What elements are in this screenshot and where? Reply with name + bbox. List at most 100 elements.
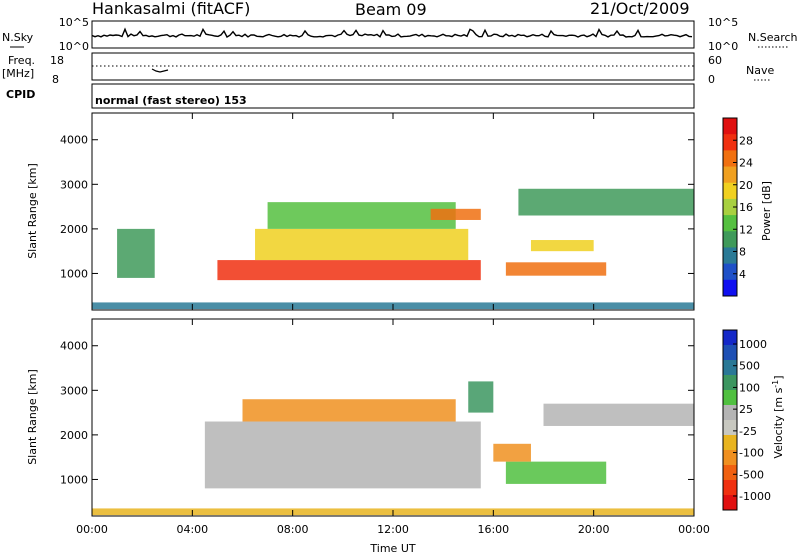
- data-region: [505, 461, 607, 484]
- colorbar-segment: [723, 279, 737, 297]
- y-tick-label: 2000: [60, 223, 88, 236]
- data-region: [204, 421, 481, 489]
- nsky-label: N.Sky: [2, 31, 34, 44]
- nave-bottom: 0: [708, 73, 715, 86]
- colorbar-tick-label: 4: [739, 268, 746, 281]
- data-region: [543, 403, 694, 426]
- colorbar-segment: [723, 263, 737, 281]
- nave-label: Nave: [746, 64, 774, 77]
- nsky-bottom: 10^0: [59, 40, 89, 53]
- power-colorbar-label: Power [dB]: [760, 181, 773, 241]
- colorbar-segment: [723, 215, 737, 232]
- data-region: [468, 381, 494, 413]
- velocity-x-axis: 00:00 04:00 08:00 12:00 16:00 20:00 00:00: [76, 319, 710, 536]
- colorbar-segment: [723, 375, 737, 391]
- freq-unit: [MHz]: [2, 67, 34, 80]
- power-data: [92, 188, 694, 310]
- colorbar-tick-label: 12: [739, 223, 753, 236]
- colorbar-frame: [722, 329, 738, 511]
- data-region: [217, 260, 481, 281]
- data-region: [505, 262, 607, 276]
- colorbar-segment: [723, 182, 737, 200]
- colorbar-tick-label: -500: [739, 468, 764, 481]
- colorbar-tick-label: 20: [739, 179, 753, 192]
- colorbar-tick-label: 28: [739, 134, 753, 147]
- data-region: [267, 202, 456, 229]
- colorbar-segment: [723, 166, 737, 184]
- power-x-ticks: [91, 113, 695, 310]
- x-tick-label: 00:00: [76, 523, 108, 536]
- data-region: [117, 228, 155, 278]
- colorbar-tick-label: 1000: [739, 338, 767, 351]
- y-tick-label: 4000: [60, 340, 88, 353]
- data-region: [255, 228, 469, 261]
- colorbar-tick-label: 8: [739, 246, 746, 259]
- x-tick-label: 00:00: [678, 523, 710, 536]
- x-tick-label: 12:00: [377, 523, 409, 536]
- cpid-label: CPID: [6, 88, 35, 101]
- colorbar-segment: [723, 150, 737, 168]
- y-tick-label: 1000: [60, 473, 88, 486]
- nsky-panel: [91, 20, 695, 49]
- colorbar-segment: [723, 134, 737, 151]
- data-region: [242, 399, 456, 422]
- nsearch-label: N.Search: [748, 31, 798, 44]
- colorbar-segment: [723, 495, 737, 511]
- y-tick-label: 2000: [60, 429, 88, 442]
- cpid-value: normal (fast stereo) 153: [95, 94, 247, 107]
- data-region: [493, 443, 531, 462]
- x-tick-label: 08:00: [277, 523, 309, 536]
- y-tick-label: 3000: [60, 384, 88, 397]
- colorbar-segment: [723, 450, 737, 466]
- radar-title: Hankasalmi (fitACF): [92, 0, 250, 18]
- colorbar-segment: [723, 247, 737, 265]
- colorbar-segment: [723, 118, 737, 135]
- colorbar-tick-label: 24: [739, 157, 753, 170]
- nsky-trace: [91, 27, 693, 38]
- x-tick-label: 20:00: [578, 523, 610, 536]
- colorbar-segment: [723, 435, 737, 451]
- velocity-panel: 1000 2000 3000 4000 00:00 04:00 08:00 12:00 16:…: [26, 318, 710, 554]
- colorbar-segment: [723, 231, 737, 248]
- velocity-colorbar: 1000 500 100 25 -25 -100 -500 -1000: [722, 329, 771, 511]
- cpid-panel: [91, 83, 695, 109]
- colorbar-tick-label: 16: [739, 201, 753, 214]
- nave-top: 60: [708, 54, 722, 67]
- colorbar-tick-label: -1000: [739, 490, 771, 503]
- colorbar-tick-label: -25: [739, 425, 757, 438]
- data-region: [530, 240, 594, 252]
- y-tick-label: 3000: [60, 178, 88, 191]
- nsearch-top: 10^5: [708, 16, 738, 29]
- power-panel: 1000 2000 3000 4000 Slant Range [km]: [26, 112, 695, 311]
- power-ylabel: Slant Range [km]: [26, 163, 39, 259]
- colorbar-segment: [723, 405, 737, 421]
- velocity-data: [92, 381, 694, 516]
- freq-top: 18: [50, 54, 64, 67]
- power-colorbar: 4 8 12 16 20 24 28: [722, 117, 753, 297]
- colorbar-segment: [723, 420, 737, 436]
- freq-trace: [151, 68, 169, 73]
- x-tick-label: 16:00: [477, 523, 509, 536]
- y-tick-label: 4000: [60, 134, 88, 147]
- velocity-ylabel: Slant Range [km]: [26, 369, 39, 465]
- data-region: [518, 188, 694, 216]
- colorbar-segment: [723, 480, 737, 496]
- colorbar-segment: [723, 330, 737, 346]
- velocity-y-axis: 1000 2000 3000 4000: [60, 340, 694, 486]
- freq-label: Freq.: [8, 54, 35, 67]
- colorbar-tick-label: 25: [739, 403, 753, 416]
- colorbar-segment: [723, 390, 737, 406]
- colorbar-segment: [723, 465, 737, 481]
- freq-bottom: 8: [52, 73, 59, 86]
- power-y-axis: 1000 2000 3000 4000: [60, 134, 694, 280]
- beam-label: Beam 09: [355, 0, 427, 19]
- nsky-top: 10^5: [59, 16, 89, 29]
- colorbar-segment: [723, 360, 737, 376]
- date-label: 21/Oct/2009: [590, 0, 690, 18]
- colorbar-tick-label: 100: [739, 381, 760, 394]
- colorbar-segment: [723, 198, 737, 216]
- y-tick-label: 1000: [60, 267, 88, 280]
- colorbar-tick-label: -100: [739, 447, 764, 460]
- velocity-xlabel: Time UT: [369, 542, 415, 554]
